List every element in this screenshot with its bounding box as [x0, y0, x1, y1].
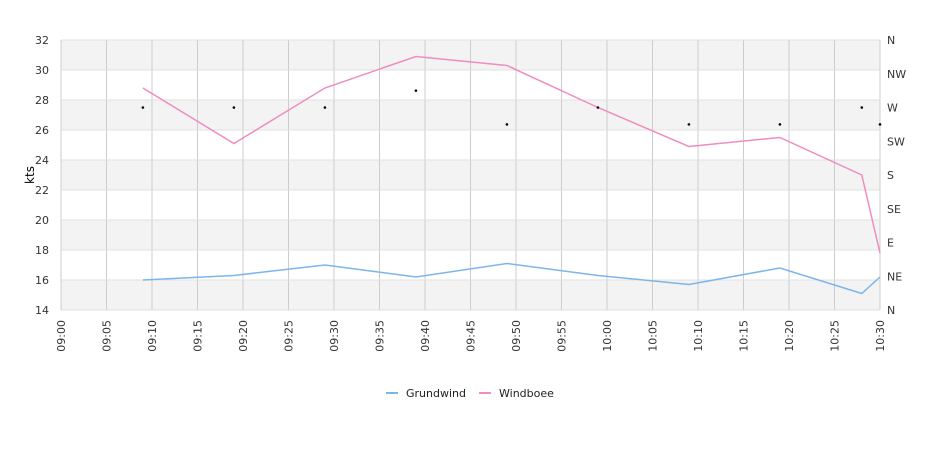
horizontal-gridlines — [61, 39, 880, 311]
x-tick-label: 09:25 — [283, 320, 296, 352]
series-lines — [142, 55, 881, 295]
x-axis-ticks: 09:00 09:05 09:10 09:15 09:20 09:25 09:30 09:35… — [55, 320, 887, 352]
x-tick-label: 10:30 — [874, 320, 887, 352]
direction-tick-label: N — [887, 34, 895, 47]
x-tick-label: 09:15 — [192, 320, 205, 352]
y-tick-label: 14 — [35, 304, 49, 317]
y-tick-label: 18 — [35, 244, 49, 257]
legend: Grundwind Windboee — [386, 387, 554, 400]
y-tick-label: 26 — [35, 124, 49, 137]
y-axis-ticks: 14 16 18 20 22 24 26 28 30 32 — [35, 34, 49, 317]
direction-marker — [878, 123, 882, 126]
direction-tick-label: S — [887, 169, 894, 182]
y-tick-label: 20 — [35, 214, 49, 227]
direction-marker — [778, 123, 782, 126]
x-tick-label: 10:05 — [647, 320, 660, 352]
direction-tick-label: N — [887, 304, 895, 317]
direction-marker — [414, 89, 418, 92]
x-tick-label: 09:20 — [237, 320, 250, 352]
x-tick-label: 09:35 — [374, 320, 387, 352]
direction-marker — [232, 106, 236, 109]
direction-marker — [860, 106, 864, 109]
y-tick-label: 16 — [35, 274, 49, 287]
direction-marker — [505, 123, 509, 126]
y-tick-label: 22 — [35, 184, 49, 197]
x-tick-label: 10:10 — [692, 320, 705, 352]
y-tick-label: 24 — [35, 154, 49, 167]
direction-marker — [687, 123, 691, 126]
direction-tick-label: W — [887, 102, 898, 115]
x-tick-label: 09:05 — [101, 320, 114, 352]
x-tick-label: 09:00 — [55, 320, 68, 352]
direction-axis-ticks: N NE E SE S SW W NW N — [887, 34, 906, 317]
vertical-gridlines — [60, 40, 881, 310]
x-tick-label: 09:40 — [419, 320, 432, 352]
y-tick-label: 30 — [35, 64, 49, 77]
direction-tick-label: E — [887, 237, 894, 250]
direction-tick-label: NW — [887, 68, 906, 81]
y-tick-label: 28 — [35, 94, 49, 107]
direction-markers — [141, 89, 882, 126]
x-tick-label: 09:50 — [510, 320, 523, 352]
direction-tick-label: NE — [887, 270, 902, 283]
series-line — [142, 55, 881, 254]
x-tick-label: 09:55 — [556, 320, 569, 352]
x-tick-label: 10:15 — [738, 320, 751, 352]
direction-marker — [141, 106, 145, 109]
x-tick-label: 10:00 — [601, 320, 614, 352]
legend-entry[interactable]: Windboee — [499, 387, 554, 400]
direction-marker — [323, 106, 327, 109]
x-tick-label: 10:25 — [829, 320, 842, 352]
series-line — [142, 262, 881, 295]
direction-tick-label: SE — [887, 203, 901, 216]
direction-marker — [596, 106, 600, 109]
y-tick-label: 32 — [35, 34, 49, 47]
direction-tick-label: SW — [887, 135, 905, 148]
x-tick-label: 09:30 — [328, 320, 341, 352]
x-tick-label: 09:45 — [465, 320, 478, 352]
legend-entry[interactable]: Grundwind — [406, 387, 466, 400]
y-axis-label: kts — [23, 166, 37, 184]
x-tick-label: 10:20 — [783, 320, 796, 352]
x-tick-label: 09:10 — [146, 320, 159, 352]
